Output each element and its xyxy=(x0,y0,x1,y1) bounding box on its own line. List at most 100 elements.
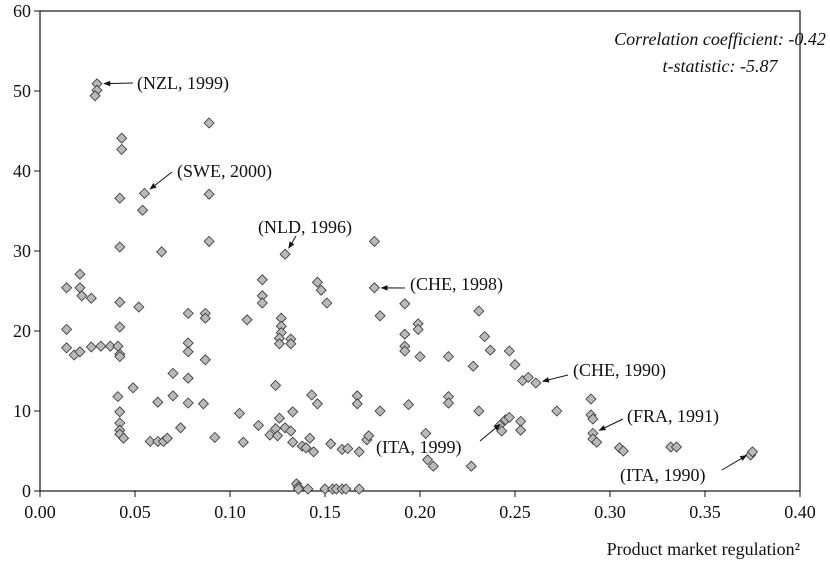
point xyxy=(256,274,268,286)
point xyxy=(133,301,145,313)
x-tick-label: 0.20 xyxy=(404,502,436,522)
point xyxy=(467,360,479,372)
point xyxy=(74,268,86,280)
point xyxy=(279,248,291,260)
point xyxy=(353,446,365,458)
point xyxy=(292,483,304,495)
annotation-arrow xyxy=(288,235,297,249)
point xyxy=(116,132,128,144)
point xyxy=(61,342,73,354)
point xyxy=(530,377,542,389)
point xyxy=(167,390,179,402)
annotation-label: (FRA, 1991) xyxy=(627,406,719,427)
y-tick-label: 50 xyxy=(13,81,31,101)
point xyxy=(203,235,215,247)
point xyxy=(420,427,432,439)
point xyxy=(156,246,168,258)
annotation-label: (NLD, 1996) xyxy=(258,217,352,238)
point xyxy=(308,446,320,458)
point xyxy=(85,292,97,304)
point xyxy=(252,419,265,431)
point xyxy=(484,344,496,356)
point xyxy=(112,391,124,403)
x-tick-label: 0.00 xyxy=(24,502,56,522)
point xyxy=(465,460,477,472)
y-tick-label: 10 xyxy=(13,401,31,421)
point xyxy=(182,346,194,358)
point xyxy=(287,436,299,448)
point xyxy=(152,396,164,408)
point xyxy=(144,435,156,447)
y-tick-label: 0 xyxy=(22,481,31,501)
point xyxy=(89,90,101,102)
point xyxy=(311,398,323,410)
point xyxy=(285,338,297,350)
point xyxy=(427,460,439,472)
point xyxy=(287,406,299,418)
point xyxy=(167,367,179,379)
point xyxy=(199,312,211,324)
point xyxy=(509,359,521,371)
point xyxy=(442,397,455,409)
point xyxy=(302,483,314,495)
point xyxy=(368,282,380,294)
point xyxy=(515,424,527,436)
point xyxy=(412,323,424,335)
point xyxy=(74,346,86,358)
point xyxy=(114,241,126,253)
y-tick-label: 40 xyxy=(13,161,31,181)
point xyxy=(273,338,285,350)
point xyxy=(209,431,221,443)
point xyxy=(746,446,759,458)
annotation-arrow xyxy=(721,454,748,471)
point xyxy=(311,276,323,288)
annotation-arrow xyxy=(103,80,134,87)
annotation-arrow xyxy=(542,374,569,383)
annotation-label: (ITA, 1990) xyxy=(620,465,706,486)
y-tick-label: 30 xyxy=(13,241,31,261)
point xyxy=(374,405,386,417)
point xyxy=(112,340,124,352)
point xyxy=(442,351,455,363)
point xyxy=(304,432,316,444)
point xyxy=(118,432,130,444)
point xyxy=(114,192,126,204)
point xyxy=(95,340,107,352)
point xyxy=(114,406,126,418)
point xyxy=(522,371,534,383)
point xyxy=(617,445,629,457)
point xyxy=(403,399,415,411)
point xyxy=(116,143,128,155)
point xyxy=(104,340,116,352)
point xyxy=(587,413,599,425)
point xyxy=(306,389,318,401)
x-tick-label: 0.10 xyxy=(214,502,246,522)
annotation-arrow xyxy=(149,171,173,190)
annotation-label: (CHE, 1990) xyxy=(573,360,666,381)
point xyxy=(585,393,597,405)
point xyxy=(551,405,563,417)
point xyxy=(175,422,187,434)
point xyxy=(399,345,411,357)
point xyxy=(315,284,327,296)
point xyxy=(271,430,284,442)
point xyxy=(351,398,363,410)
point xyxy=(137,204,149,216)
point xyxy=(127,382,139,394)
annotation-arrow xyxy=(598,418,624,431)
point xyxy=(237,436,249,448)
annotation-label: (CHE, 1998) xyxy=(410,274,503,295)
annotation-label: (SWE, 2000) xyxy=(177,161,272,182)
x-tick-label: 0.15 xyxy=(309,502,341,522)
point xyxy=(300,442,312,454)
y-tick-label: 60 xyxy=(13,1,31,21)
point xyxy=(479,331,491,343)
point xyxy=(414,351,426,363)
point xyxy=(591,436,603,448)
point xyxy=(503,345,515,357)
point xyxy=(473,305,485,317)
point xyxy=(670,441,683,453)
point xyxy=(325,438,337,450)
point xyxy=(61,323,73,335)
point xyxy=(503,411,515,423)
